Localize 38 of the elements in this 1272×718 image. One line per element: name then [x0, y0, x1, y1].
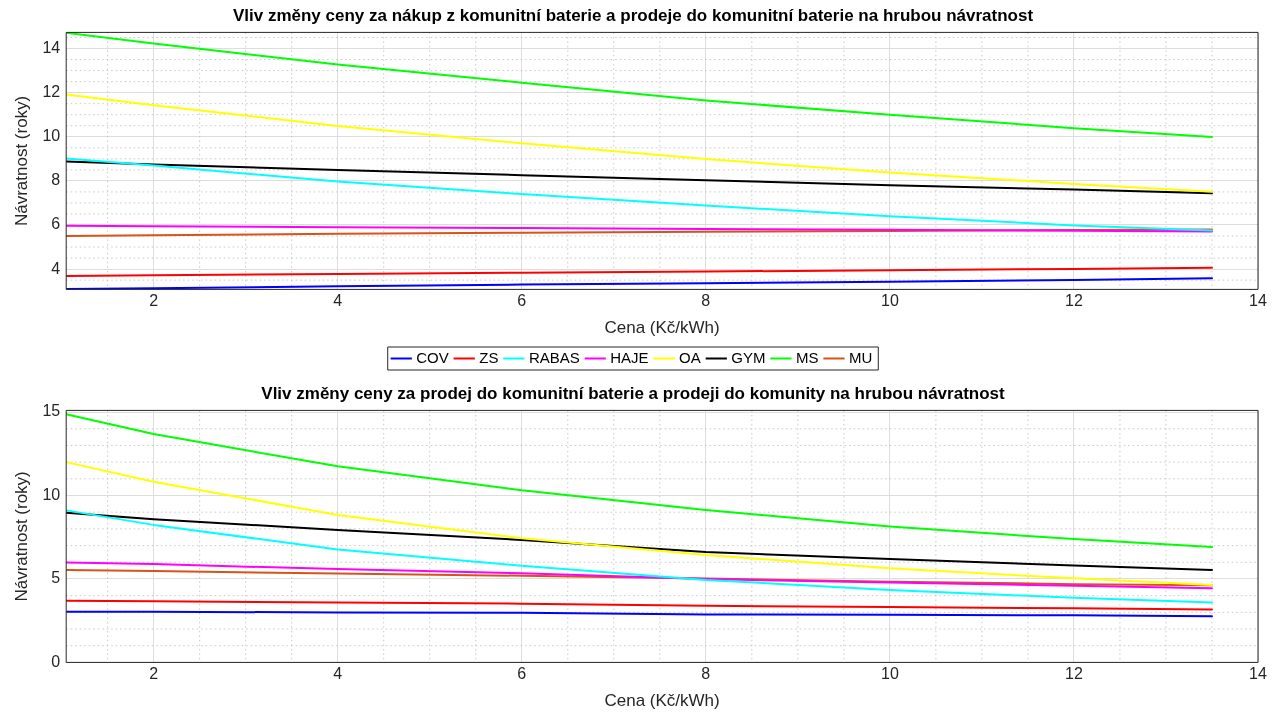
y-tick-label: 15 [42, 402, 61, 420]
x-tick-label: 4 [333, 665, 343, 683]
x-tick-label: 2 [149, 292, 159, 310]
legend-label: GYM [731, 348, 766, 366]
y-axis-title: Návratnost (roky) [11, 95, 31, 227]
y-tick-label: 5 [51, 569, 61, 587]
x-tick-label: 6 [517, 292, 527, 310]
legend-label: MS [795, 348, 819, 366]
legend-label: MU [848, 348, 873, 366]
chart-title: Vliv změny ceny za prodej do komunitní baterie a prodeji do komunity na hrubou návratnost [261, 383, 1006, 403]
x-tick-label: 8 [701, 665, 711, 683]
x-tick-label: 12 [1065, 665, 1083, 683]
x-tick-label: 8 [701, 292, 711, 310]
x-tick-label: 12 [1065, 292, 1083, 310]
legend-label: COV [416, 348, 449, 366]
legend-label: HAJE [610, 348, 649, 366]
y-tick-label: 10 [42, 485, 61, 503]
legend-label: RABAS [528, 348, 580, 366]
x-tick-label: 14 [1249, 292, 1267, 310]
legend-label: OA [679, 348, 701, 366]
x-axis-title: Cena (Kč/kWh) [604, 691, 720, 711]
x-axis-title: Cena (Kč/kWh) [604, 318, 720, 338]
chart-title: Vliv změny ceny za nákup z komunitní baterie a prodeje do komunitní baterie na hrubou návratnost [232, 5, 1034, 25]
y-axis-title: Návratnost (roky) [11, 471, 31, 602]
x-tick-label: 4 [333, 292, 343, 310]
y-tick-label: 12 [42, 83, 61, 101]
y-tick-label: 6 [51, 215, 61, 233]
y-tick-label: 10 [42, 127, 61, 145]
x-tick-label: 6 [517, 665, 527, 683]
legend-label: ZS [479, 348, 499, 366]
x-tick-label: 14 [1249, 665, 1267, 683]
y-tick-label: 14 [42, 38, 61, 56]
y-tick-label: 4 [51, 259, 61, 277]
y-tick-label: 8 [51, 171, 61, 189]
x-tick-label: 10 [880, 665, 899, 683]
y-tick-label: 0 [51, 652, 61, 670]
x-tick-label: 2 [149, 665, 159, 683]
x-tick-label: 10 [880, 292, 899, 310]
